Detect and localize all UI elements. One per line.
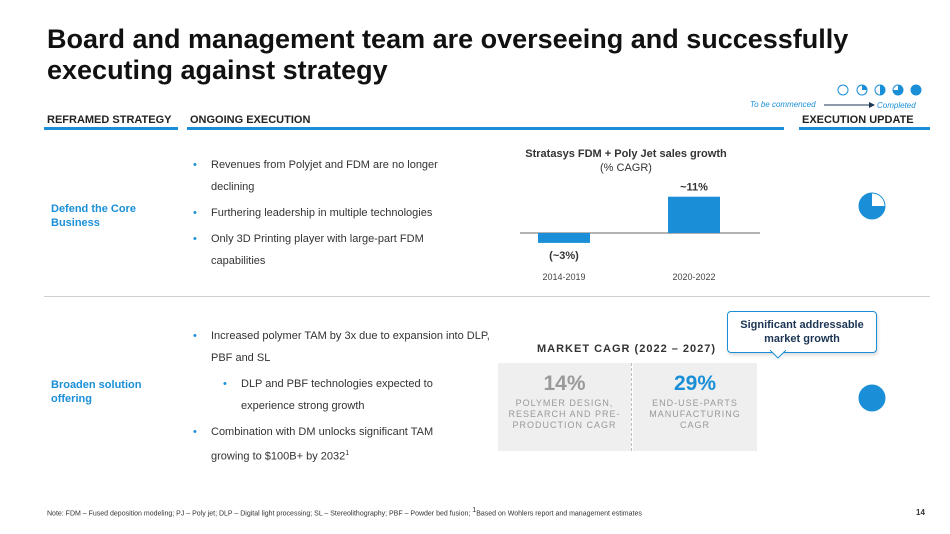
quarter-circle-icon <box>856 84 868 96</box>
footnote-marker: 1 <box>472 507 477 514</box>
section-2-bullets: • Increased polymer TAM by 3x due to expa… <box>193 325 493 472</box>
market-label: POLYMER DESIGN, RESEARCH AND PRE-PRODUCT… <box>508 398 621 430</box>
bullet-icon: • <box>193 233 197 245</box>
half-circle-icon <box>874 84 886 96</box>
category-label: 2014-2019 <box>542 272 585 282</box>
bullet-icon: • <box>193 330 197 342</box>
header-rule <box>44 127 178 130</box>
market-divider <box>631 363 632 451</box>
empty-circle-icon <box>837 84 849 96</box>
footnote-marker: 1 <box>345 450 350 457</box>
page-number: 14 <box>916 508 925 517</box>
list-item: • Combination with DM unlocks significant… <box>193 421 471 468</box>
footnote: Note: FDM – Fused deposition modeling; P… <box>47 507 642 518</box>
data-label: ~11% <box>680 182 708 194</box>
page-title: Board and management team are overseeing… <box>47 24 849 85</box>
header-execution-update: EXECUTION UPDATE <box>802 114 914 126</box>
market-value: 14% <box>543 372 586 395</box>
bar-chart: (~3%) 2014-2019 ~11% 2020-2022 <box>520 182 760 282</box>
section-title-broaden-offering: Broaden solution offering <box>51 379 142 405</box>
bar-2020-2022 <box>668 196 720 233</box>
list-item: • Revenues from Polyjet and FDM are no lo… <box>193 154 463 198</box>
bullet-icon: • <box>193 207 197 219</box>
callout-pointer <box>770 350 786 359</box>
bullet-icon: • <box>193 426 197 438</box>
bullet-icon: • <box>193 159 197 171</box>
category-label: 2020-2022 <box>672 272 715 282</box>
callout-text: Significant addressable market growth <box>740 319 864 345</box>
header-reframed-strategy: REFRAMED STRATEGY <box>47 114 172 126</box>
chart-title: Stratasys FDM + Poly Jet sales growth <box>525 148 727 160</box>
bar-2014-2019 <box>538 233 590 243</box>
market-cagr-title: MARKET CAGR (2022 – 2027) <box>537 343 717 355</box>
section-title-defend-core: Defend the Core Business <box>51 203 136 229</box>
three-quarter-circle-icon <box>892 84 904 96</box>
arrow-right-icon <box>824 102 875 108</box>
status-fill <box>859 193 885 219</box>
bullet-icon: • <box>223 378 227 390</box>
status-full-icon <box>857 383 887 418</box>
status-legend: To be commenced Completed <box>750 82 930 114</box>
data-label: (~3%) <box>549 250 579 262</box>
list-item: • Only 3D Printing player with large-part… <box>193 228 463 272</box>
market-label: END-USE-PARTS MANUFACTURING CAGR <box>649 398 741 430</box>
callout-box: Significant addressable market growth <box>727 311 877 353</box>
legend-end-label: Completed <box>877 101 916 110</box>
section-divider <box>44 296 930 297</box>
list-item: • Increased polymer TAM by 3x due to expa… <box>193 325 493 369</box>
status-fill <box>859 385 885 411</box>
market-value: 29% <box>673 372 717 395</box>
list-item: • DLP and PBF technologies expected to ex… <box>223 373 471 417</box>
full-circle-icon <box>910 84 922 96</box>
chart-subtitle: (% CAGR) <box>600 162 652 174</box>
market-box-end-use-parts: 29% END-USE-PARTS MANUFACTURING CAGR <box>633 363 757 451</box>
header-rule <box>799 127 930 130</box>
list-item: • Furthering leadership in multiple techn… <box>193 202 463 224</box>
legend-start-label: To be commenced <box>750 100 816 109</box>
section-1-bullets: • Revenues from Polyjet and FDM are no lo… <box>193 154 463 276</box>
status-three-quarter-icon <box>857 191 887 226</box>
market-box-polymer-design: 14% POLYMER DESIGN, RESEARCH AND PRE-PRO… <box>498 363 631 451</box>
header-rule <box>187 127 784 130</box>
header-ongoing-execution: ONGOING EXECUTION <box>190 114 311 126</box>
